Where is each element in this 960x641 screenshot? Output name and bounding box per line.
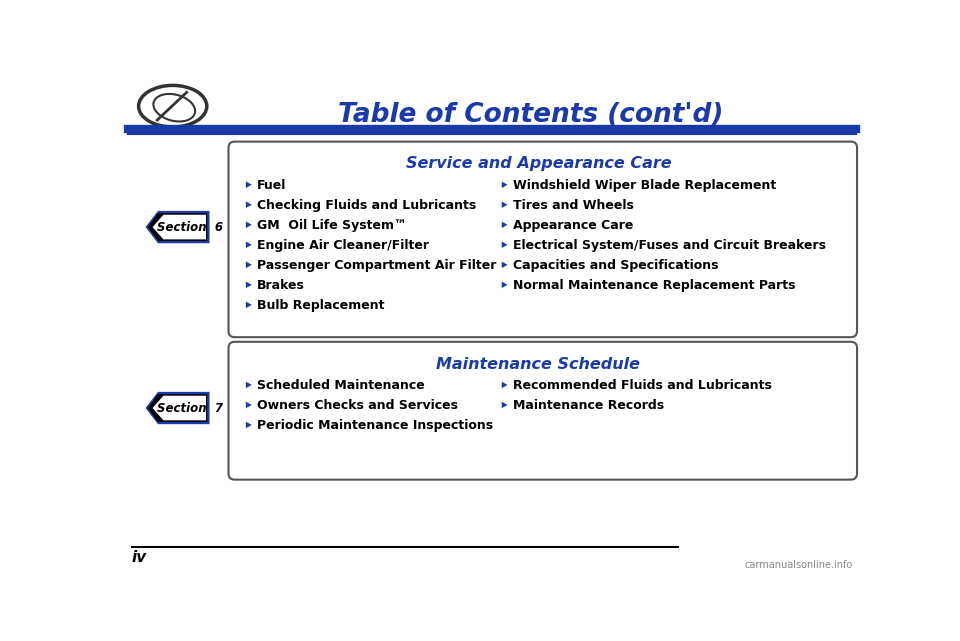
Polygon shape — [501, 241, 508, 249]
Text: Recommended Fluids and Lubricants: Recommended Fluids and Lubricants — [513, 379, 772, 392]
Text: Section  7: Section 7 — [156, 401, 223, 415]
Text: Windshield Wiper Blade Replacement: Windshield Wiper Blade Replacement — [513, 179, 777, 192]
Text: Periodic Maintenance Inspections: Periodic Maintenance Inspections — [257, 419, 493, 432]
Polygon shape — [146, 211, 209, 243]
Polygon shape — [246, 221, 252, 229]
Polygon shape — [246, 381, 252, 389]
Text: Section  6: Section 6 — [156, 221, 223, 233]
Polygon shape — [501, 381, 508, 389]
Polygon shape — [153, 215, 206, 239]
FancyBboxPatch shape — [228, 142, 857, 337]
Text: Table of Contents (cont'd): Table of Contents (cont'd) — [338, 103, 724, 128]
Text: Owners Checks and Services: Owners Checks and Services — [257, 399, 458, 412]
Text: Capacities and Specifications: Capacities and Specifications — [513, 259, 718, 272]
Polygon shape — [501, 221, 508, 229]
Text: Fuel: Fuel — [257, 179, 286, 192]
Polygon shape — [153, 395, 206, 420]
Polygon shape — [246, 301, 252, 309]
Text: Appearance Care: Appearance Care — [513, 219, 634, 232]
Polygon shape — [148, 213, 207, 241]
FancyBboxPatch shape — [228, 342, 857, 479]
Polygon shape — [246, 401, 252, 409]
Polygon shape — [146, 392, 209, 424]
Text: Brakes: Brakes — [257, 279, 305, 292]
Text: Checking Fluids and Lubricants: Checking Fluids and Lubricants — [257, 199, 476, 212]
Polygon shape — [501, 261, 508, 269]
Text: Service and Appearance Care: Service and Appearance Care — [406, 156, 671, 171]
Text: Normal Maintenance Replacement Parts: Normal Maintenance Replacement Parts — [513, 279, 796, 292]
Polygon shape — [246, 181, 252, 188]
Polygon shape — [246, 261, 252, 269]
Text: GM  Oil Life System™: GM Oil Life System™ — [257, 219, 407, 232]
Text: Maintenance Schedule: Maintenance Schedule — [437, 356, 640, 372]
Text: Bulb Replacement: Bulb Replacement — [257, 299, 385, 312]
Text: Electrical System/Fuses and Circuit Breakers: Electrical System/Fuses and Circuit Brea… — [513, 239, 826, 252]
Text: iv: iv — [132, 550, 147, 565]
Text: Passenger Compartment Air Filter: Passenger Compartment Air Filter — [257, 259, 496, 272]
Polygon shape — [246, 421, 252, 429]
Polygon shape — [501, 181, 508, 188]
Polygon shape — [501, 401, 508, 409]
Polygon shape — [501, 281, 508, 288]
Text: Tires and Wheels: Tires and Wheels — [513, 199, 634, 212]
Text: carmanualsonline.info: carmanualsonline.info — [744, 560, 852, 570]
Text: Engine Air Cleaner/Filter: Engine Air Cleaner/Filter — [257, 239, 429, 252]
Text: Scheduled Maintenance: Scheduled Maintenance — [257, 379, 425, 392]
Polygon shape — [246, 201, 252, 208]
Polygon shape — [246, 241, 252, 249]
Polygon shape — [501, 201, 508, 208]
Polygon shape — [246, 281, 252, 288]
Polygon shape — [148, 394, 207, 422]
Text: Maintenance Records: Maintenance Records — [513, 399, 664, 412]
